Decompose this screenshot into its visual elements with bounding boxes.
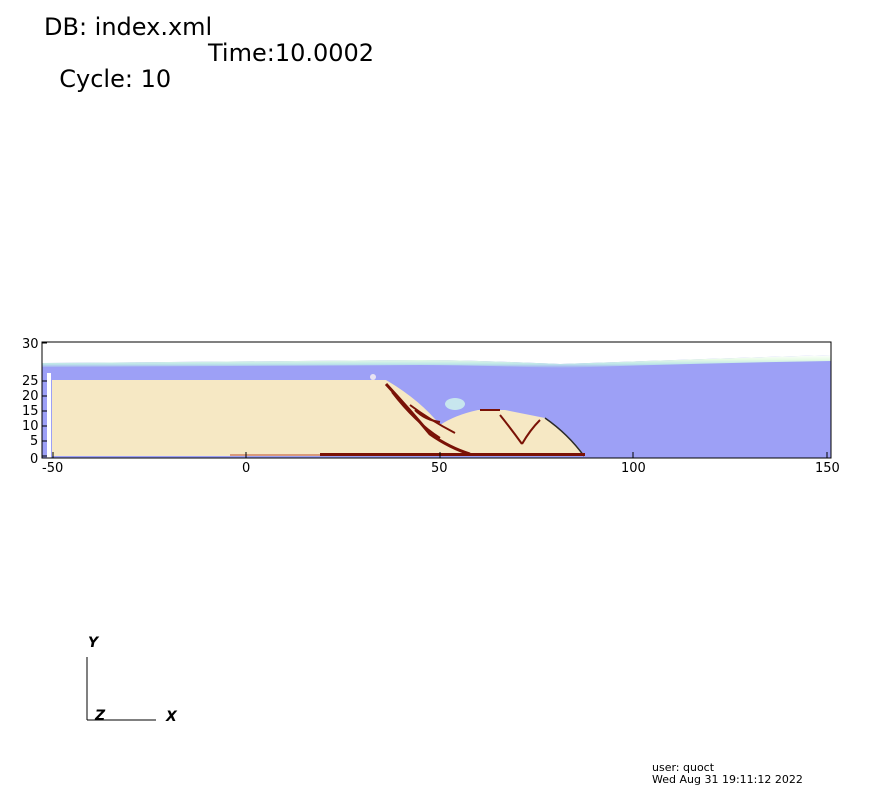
database-label: DB: index.xml [44,13,213,41]
x-axis [52,452,828,458]
y-tick-label: 0 [30,452,38,467]
y-tick-label: 5 [30,434,38,449]
y-tick-label: 20 [22,389,39,404]
shear-band [544,417,585,457]
simulation-plot[interactable]: -50 0 50 100 150 0 5 10 15 20 25 30 [0,330,870,480]
y-tick-label: 15 [22,404,39,419]
plot-frame [41,341,832,459]
timestamp-label: Wed Aug 31 19:11:12 2022 [652,773,803,786]
triad-z-label: Z [94,708,106,724]
free-surface [42,355,831,368]
shear-band [414,409,441,423]
debris-blob [445,398,465,410]
triad-y-label: Y [88,635,100,651]
base-shear-layer [320,453,585,456]
debris-body [52,380,585,456]
x-tick-label: 150 [815,461,840,476]
left-wall [47,373,51,458]
y-tick-label: 30 [22,337,39,352]
axis-triad: Y Z X [86,635,178,725]
shear-band [499,414,523,445]
shear-band [391,391,441,439]
x-tick-label: 50 [431,461,448,476]
x-tick-label: -50 [42,461,63,476]
triad-x-label: X [165,709,178,725]
x-tick-label: 100 [621,461,646,476]
x-tick-label: 0 [242,461,250,476]
shear-band [521,419,541,445]
y-tick-label: 25 [22,374,39,389]
y-tick-label: 10 [22,419,39,434]
y-axis [42,342,47,457]
shear-band [384,382,471,456]
cycle-time-line: Cycle: 10 Time:10.0002 [44,40,374,118]
air-region [42,342,831,364]
user-label: user: quoct [652,761,715,774]
cycle-label: Cycle: 10 [59,65,172,93]
time-label: Time:10.0002 [208,39,375,67]
debris-speck [370,374,376,380]
base-shear-layer [230,454,320,456]
